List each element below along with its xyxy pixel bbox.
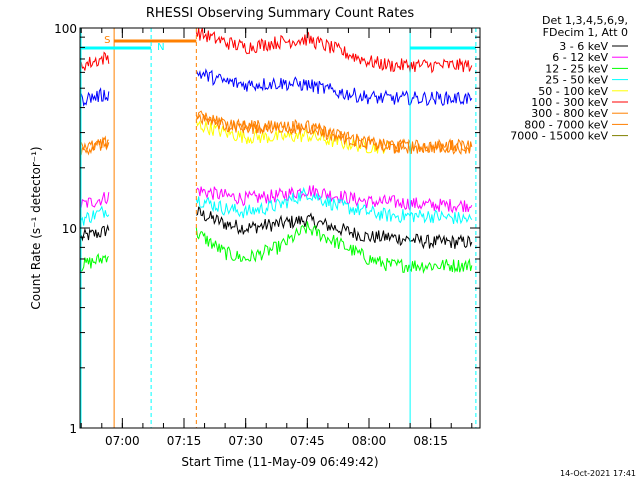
series-line-2-seg-0 — [80, 252, 110, 272]
y-tick-label-1: 10 — [62, 222, 77, 236]
legend-label-8: 7000 - 15000 keV — [510, 130, 608, 143]
series-line-3-seg-1 — [195, 186, 473, 225]
series-layer — [80, 27, 473, 274]
series-line-2-seg-1 — [195, 221, 473, 274]
series-line-6-seg-0 — [80, 137, 109, 156]
legend: Det 1,3,4,5,6,9,FDecim 1, Att 03 - 6 keV… — [510, 14, 628, 143]
legend-label-6: 300 - 800 keV — [531, 107, 608, 120]
legend-label-2: 12 - 25 keV — [545, 62, 608, 75]
x-tick-label-5: 08:15 — [413, 434, 448, 448]
legend-label-0: 3 - 6 keV — [559, 40, 608, 53]
chart-title: RHESSI Observing Summary Count Rates — [146, 6, 415, 21]
series-line-0-seg-0 — [80, 224, 110, 242]
x-axis: 07:00 07:15 07:30 07:45 08:00 08:15 — [80, 28, 473, 448]
series-line-0-seg-1 — [196, 206, 473, 250]
series-line-5-seg-1 — [195, 27, 473, 74]
night-label: N — [157, 42, 164, 53]
x-tick-label-2: 07:30 — [228, 434, 263, 448]
saa-label: S — [104, 35, 110, 46]
legend-label-7: 800 - 7000 keV — [524, 118, 608, 131]
series-line-9-seg-0 — [80, 87, 110, 107]
y-tick-label-2: 100 — [54, 22, 77, 36]
y-tick-label-0: 1 — [69, 422, 77, 436]
x-tick-label-4: 08:00 — [352, 434, 387, 448]
legend-header-1: FDecim 1, Att 0 — [543, 26, 628, 39]
series-line-3-seg-0 — [80, 205, 110, 226]
series-line-9-seg-1 — [195, 68, 473, 107]
y-axis-label: Count Rate (s⁻¹ detector⁻¹) — [29, 146, 43, 309]
series-line-5-seg-0 — [80, 51, 110, 71]
series-line-1-seg-0 — [80, 192, 110, 208]
x-tick-label-0: 07:00 — [105, 434, 140, 448]
legend-label-1: 6 - 12 keV — [552, 51, 608, 64]
series-line-1-seg-1 — [195, 185, 473, 214]
series-line-7-seg-1 — [196, 112, 473, 155]
legend-label-3: 25 - 50 keV — [545, 74, 608, 87]
x-tick-label-1: 07:15 — [167, 434, 202, 448]
x-axis-label: Start Time (11-May-09 06:49:42) — [181, 455, 378, 469]
series-line-7-seg-0 — [80, 135, 110, 156]
footer-timestamp: 14-Oct-2021 17:41 — [560, 469, 636, 478]
x-tick-label-3: 07:45 — [290, 434, 325, 448]
legend-header-0: Det 1,3,4,5,6,9, — [542, 14, 628, 27]
legend-label-4: 50 - 100 keV — [538, 85, 608, 98]
legend-label-5: 100 - 300 keV — [531, 96, 608, 109]
y-axis: 1 10 100 — [54, 22, 480, 436]
